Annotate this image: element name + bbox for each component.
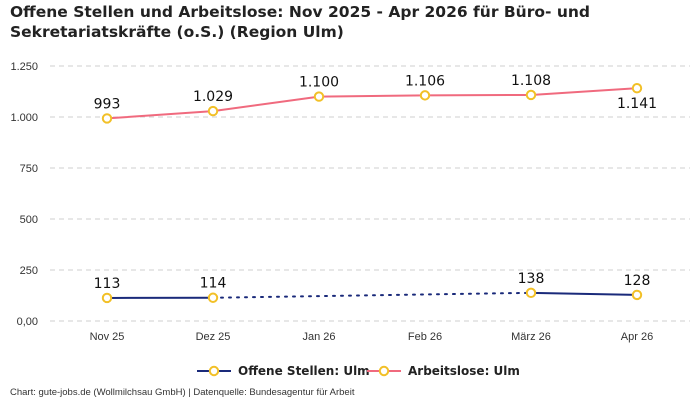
y-tick-label: 250 xyxy=(20,265,38,277)
y-tick-label: 1.000 xyxy=(10,112,38,124)
series-line xyxy=(530,87,638,96)
y-axis-ticks: 0,00 250 500 750 1.000 1.250 xyxy=(10,61,38,328)
chart-title-line-2: Sekretariatskräfte (o.S.) (Region Ulm) xyxy=(10,23,344,41)
y-tick-label: 0,00 xyxy=(17,316,38,328)
data-label: 1.100 xyxy=(299,75,339,91)
data-label: 128 xyxy=(624,273,651,289)
y-tick-label: 1.250 xyxy=(10,61,38,73)
x-tick-label: Nov 25 xyxy=(90,331,125,343)
data-point-marker xyxy=(207,292,219,303)
x-axis-ticks: Nov 25 Dez 25 Jan 26 Feb 26 März 26 Apr 26 xyxy=(90,331,654,343)
series-line xyxy=(530,291,638,296)
series-line xyxy=(318,94,426,98)
y-tick-label: 500 xyxy=(20,214,38,226)
data-label: 1.108 xyxy=(511,73,551,89)
series-markers xyxy=(101,83,643,304)
chart-title-line-1: Offene Stellen und Arbeitslose: Nov 2025… xyxy=(10,3,591,21)
grid-lines xyxy=(50,65,690,322)
data-point-marker xyxy=(525,287,537,299)
legend-label: Arbeitslose: Ulm xyxy=(408,364,520,378)
legend-label: Offene Stellen: Ulm xyxy=(238,364,370,378)
data-point-marker xyxy=(101,292,113,304)
series-line xyxy=(212,95,320,113)
legend-marker xyxy=(378,365,390,377)
data-label: 113 xyxy=(94,276,121,292)
data-label: 993 xyxy=(94,96,121,112)
x-tick-label: Apr 26 xyxy=(621,331,653,343)
legend-marker xyxy=(208,365,220,377)
legend: Offene Stellen: Ulm Arbeitslose: Ulm xyxy=(197,364,520,378)
x-tick-label: März 26 xyxy=(511,331,551,343)
data-point-marker xyxy=(313,91,325,102)
data-point-marker xyxy=(419,90,431,101)
data-point-marker xyxy=(101,113,113,124)
data-point-marker xyxy=(631,83,643,94)
data-point-marker xyxy=(525,89,537,101)
data-label: 1.029 xyxy=(193,89,233,105)
x-tick-label: Jan 26 xyxy=(302,331,335,343)
y-tick-label: 750 xyxy=(20,163,38,175)
data-label: 138 xyxy=(518,271,545,287)
series-lines xyxy=(106,87,638,299)
x-tick-label: Dez 25 xyxy=(196,331,231,343)
data-label: 114 xyxy=(200,276,227,292)
chart-footer: Chart: gute-jobs.de (Wollmilchsau GmbH) … xyxy=(10,387,355,398)
data-label: 1.141 xyxy=(617,96,657,112)
series-line xyxy=(106,110,214,120)
x-tick-label: Feb 26 xyxy=(408,331,442,343)
data-point-marker xyxy=(631,289,643,301)
data-point-marker xyxy=(207,105,219,117)
data-labels: 113 114 138 128 993 1.029 1.100 1.106 1.108 1.141 xyxy=(94,73,657,292)
data-label: 1.106 xyxy=(405,73,445,89)
chart-title: Offene Stellen und Arbeitslose: Nov 2025… xyxy=(10,2,690,42)
series-gap-line xyxy=(212,291,532,299)
